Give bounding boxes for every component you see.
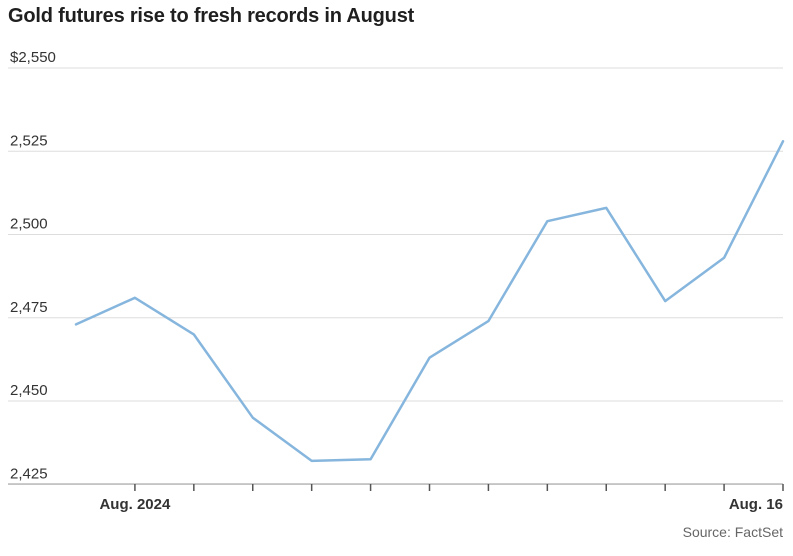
- grid-lines: [8, 67, 783, 485]
- chart-title: Gold futures rise to fresh records in Au…: [8, 5, 415, 27]
- y-axis-tick-labels: $2,550 2,525 2,500 2,475 2,450 2,425: [10, 49, 56, 482]
- series-layer: [74, 140, 785, 463]
- source-note: Source: FactSet: [682, 524, 783, 540]
- y-tick-label: 2,450: [10, 382, 48, 399]
- y-tick-label: 2,500: [10, 216, 48, 233]
- x-tick-label: Aug. 2024: [99, 496, 171, 513]
- y-tick-label: 2,475: [10, 299, 48, 316]
- series-line: [74, 140, 785, 463]
- x-tick-label: Aug. 16: [729, 496, 783, 513]
- x-axis-labels: Aug. 2024 Aug. 16: [99, 496, 783, 513]
- y-tick-label: 2,525: [10, 132, 48, 149]
- x-axis-ticks: [134, 484, 784, 491]
- y-tick-label: 2,425: [10, 465, 48, 482]
- y-tick-label: $2,550: [10, 49, 56, 66]
